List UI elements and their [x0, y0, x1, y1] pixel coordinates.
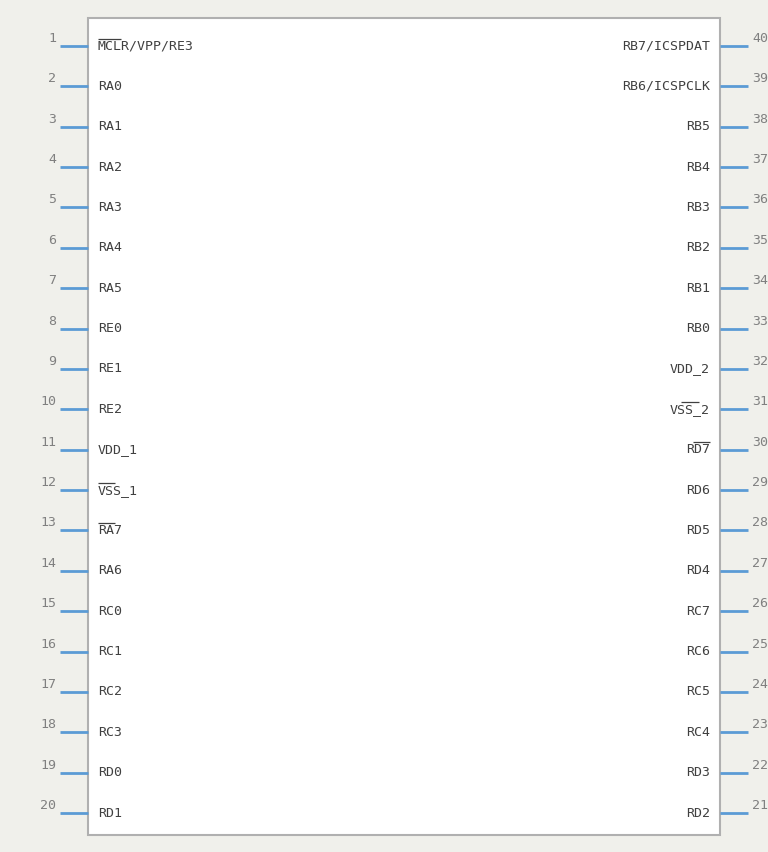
Text: RE2: RE2 [98, 403, 122, 416]
Text: 34: 34 [752, 274, 768, 287]
Text: 16: 16 [40, 637, 56, 651]
Text: RC5: RC5 [686, 685, 710, 699]
Text: RA3: RA3 [98, 201, 122, 214]
Text: 33: 33 [752, 314, 768, 327]
Text: RD7: RD7 [686, 443, 710, 456]
Text: VDD_1: VDD_1 [98, 443, 138, 456]
Text: 12: 12 [40, 476, 56, 489]
Text: 24: 24 [752, 678, 768, 691]
Text: RD2: RD2 [686, 807, 710, 820]
Text: 31: 31 [752, 395, 768, 408]
Text: RD5: RD5 [686, 524, 710, 537]
Text: RB4: RB4 [686, 161, 710, 174]
Text: RC2: RC2 [98, 685, 122, 699]
Text: 1: 1 [48, 32, 56, 45]
Text: 23: 23 [752, 718, 768, 731]
Text: 39: 39 [752, 72, 768, 85]
Text: VDD_2: VDD_2 [670, 362, 710, 376]
Text: 37: 37 [752, 153, 768, 166]
Text: 7: 7 [48, 274, 56, 287]
Text: VSS_1: VSS_1 [98, 484, 138, 497]
Text: 18: 18 [40, 718, 56, 731]
Text: 17: 17 [40, 678, 56, 691]
Text: RC4: RC4 [686, 726, 710, 739]
Text: 20: 20 [40, 799, 56, 812]
Text: 32: 32 [752, 355, 768, 368]
Text: 36: 36 [752, 193, 768, 206]
Text: RE0: RE0 [98, 322, 122, 335]
Text: 3: 3 [48, 112, 56, 126]
Text: RB3: RB3 [686, 201, 710, 214]
Text: 28: 28 [752, 516, 768, 529]
Text: 6: 6 [48, 233, 56, 247]
Text: RD1: RD1 [98, 807, 122, 820]
Text: RB5: RB5 [686, 120, 710, 133]
Text: RC7: RC7 [686, 605, 710, 618]
Text: 21: 21 [752, 799, 768, 812]
Text: 40: 40 [752, 32, 768, 45]
Text: 38: 38 [752, 112, 768, 126]
Text: 11: 11 [40, 435, 56, 449]
Text: RC0: RC0 [98, 605, 122, 618]
Text: 22: 22 [752, 758, 768, 772]
Text: 30: 30 [752, 435, 768, 449]
Text: 10: 10 [40, 395, 56, 408]
Text: 25: 25 [752, 637, 768, 651]
Text: 9: 9 [48, 355, 56, 368]
Text: RB1: RB1 [686, 282, 710, 295]
Text: RD4: RD4 [686, 564, 710, 578]
Text: 35: 35 [752, 233, 768, 247]
Text: 8: 8 [48, 314, 56, 327]
Text: RC6: RC6 [686, 645, 710, 658]
Text: RC1: RC1 [98, 645, 122, 658]
Text: 5: 5 [48, 193, 56, 206]
Text: 15: 15 [40, 597, 56, 610]
Text: 2: 2 [48, 72, 56, 85]
Text: RB2: RB2 [686, 241, 710, 255]
Text: 13: 13 [40, 516, 56, 529]
Text: RA6: RA6 [98, 564, 122, 578]
Text: RA0: RA0 [98, 80, 122, 93]
Text: 19: 19 [40, 758, 56, 772]
Text: 14: 14 [40, 557, 56, 570]
Text: RC3: RC3 [98, 726, 122, 739]
Text: 27: 27 [752, 557, 768, 570]
Text: 29: 29 [752, 476, 768, 489]
Text: RA1: RA1 [98, 120, 122, 133]
Text: RA5: RA5 [98, 282, 122, 295]
Text: RA2: RA2 [98, 161, 122, 174]
Text: 26: 26 [752, 597, 768, 610]
Text: MCLR/VPP/RE3: MCLR/VPP/RE3 [98, 39, 194, 53]
Text: RB6/ICSPCLK: RB6/ICSPCLK [622, 80, 710, 93]
Text: RD3: RD3 [686, 766, 710, 779]
Bar [88, 18, 720, 835]
Text: RD0: RD0 [98, 766, 122, 779]
Text: RA4: RA4 [98, 241, 122, 255]
Text: 4: 4 [48, 153, 56, 166]
Text: RB7/ICSPDAT: RB7/ICSPDAT [622, 39, 710, 53]
Text: RE1: RE1 [98, 362, 122, 376]
Text: RD6: RD6 [686, 484, 710, 497]
Text: RB0: RB0 [686, 322, 710, 335]
Text: RA7: RA7 [98, 524, 122, 537]
Text: VSS_2: VSS_2 [670, 403, 710, 416]
